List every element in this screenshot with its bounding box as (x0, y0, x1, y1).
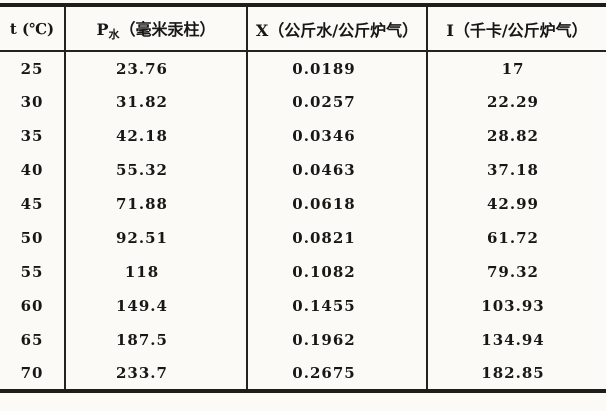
cell-pressure: 187.5 (64, 323, 247, 357)
cell-pressure: 55.32 (64, 153, 247, 187)
table-body: 25 23.76 0.0189 17 30 31.82 0.0257 22.29… (0, 51, 606, 391)
table-row: 70 233.7 0.2675 182.85 (0, 357, 606, 391)
table-header: t (℃) P水（毫米汞柱） X（公斤水/公斤炉气） I（千卡/公斤炉气） (0, 5, 606, 52)
table-row: 60 149.4 0.1455 103.93 (0, 289, 606, 323)
cell-temperature: 45 (20, 195, 44, 213)
cell-humidity-ratio: 0.0346 (246, 119, 427, 153)
cell-enthalpy: 182.85 (426, 357, 606, 391)
header-pressure-symbol: P (96, 19, 109, 39)
cell-pressure: 31.82 (64, 85, 247, 119)
cell-humidity-ratio: 0.1082 (246, 255, 427, 289)
table-row: 30 31.82 0.0257 22.29 (0, 85, 606, 119)
cell-humidity-ratio: 0.1962 (246, 323, 427, 357)
cell-enthalpy: 79.32 (426, 255, 606, 289)
table-row: 40 55.32 0.0463 37.18 (0, 153, 606, 187)
header-enthalpy-label: I（千卡/公斤炉气） (446, 20, 588, 40)
cell-temperature: 35 (20, 127, 44, 145)
cell-enthalpy: 61.72 (426, 221, 606, 255)
cell-humidity-ratio: 0.0189 (246, 51, 427, 85)
header-row: t (℃) P水（毫米汞柱） X（公斤水/公斤炉气） I（千卡/公斤炉气） (0, 5, 606, 52)
cell-temperature: 50 (20, 229, 44, 247)
cell-pressure: 149.4 (64, 289, 247, 323)
cell-temperature: 40 (20, 161, 44, 179)
table-row: 65 187.5 0.1962 134.94 (0, 323, 606, 357)
cell-enthalpy: 134.94 (426, 323, 606, 357)
cell-humidity-ratio: 0.0821 (246, 221, 427, 255)
table-row: 35 42.18 0.0346 28.82 (0, 119, 606, 153)
cell-humidity-ratio: 0.1455 (246, 289, 427, 323)
cell-temperature: 70 (20, 364, 44, 382)
cell-enthalpy: 22.29 (426, 85, 606, 119)
cell-temperature: 30 (20, 93, 44, 111)
cell-pressure: 71.88 (64, 187, 247, 221)
table-row: 45 71.88 0.0618 42.99 (0, 187, 606, 221)
header-temperature: t (℃) (0, 5, 65, 52)
cell-humidity-ratio: 0.2675 (246, 357, 427, 391)
cell-enthalpy: 37.18 (426, 153, 606, 187)
cell-temperature: 25 (20, 59, 44, 78)
header-humidity-ratio: X（公斤水/公斤炉气） (246, 5, 427, 52)
table-row: 25 23.76 0.0189 17 (0, 51, 606, 85)
header-enthalpy: I（千卡/公斤炉气） (426, 5, 606, 52)
cell-humidity-ratio: 0.0463 (246, 153, 427, 187)
cell-pressure: 42.18 (64, 119, 247, 153)
cell-humidity-ratio: 0.0257 (246, 85, 427, 119)
cell-pressure: 92.51 (64, 221, 247, 255)
cell-temperature: 55 (20, 263, 44, 281)
header-water-vapor-pressure: P水（毫米汞柱） (64, 5, 247, 52)
cell-enthalpy: 28.82 (426, 119, 606, 153)
cell-enthalpy: 17 (426, 51, 606, 85)
table-row: 50 92.51 0.0821 61.72 (0, 221, 606, 255)
header-humidity-ratio-label: X（公斤水/公斤炉气） (255, 20, 419, 40)
table-row: 55 118 0.1082 79.32 (0, 255, 606, 289)
cell-temperature: 60 (20, 297, 44, 315)
cell-humidity-ratio: 0.0618 (246, 187, 427, 221)
header-temperature-label: t (℃) (9, 19, 55, 38)
cell-temperature: 65 (20, 331, 44, 349)
cell-pressure: 233.7 (64, 357, 247, 391)
cell-pressure: 23.76 (64, 51, 247, 85)
cell-pressure: 118 (64, 255, 247, 289)
humid-gas-properties-table: t (℃) P水（毫米汞柱） X（公斤水/公斤炉气） I（千卡/公斤炉气） 25… (0, 3, 606, 393)
cell-enthalpy: 42.99 (426, 187, 606, 221)
header-pressure-unit: （毫米汞柱） (119, 19, 216, 39)
cell-enthalpy: 103.93 (426, 289, 606, 323)
header-pressure-subscript: 水 (108, 27, 120, 41)
